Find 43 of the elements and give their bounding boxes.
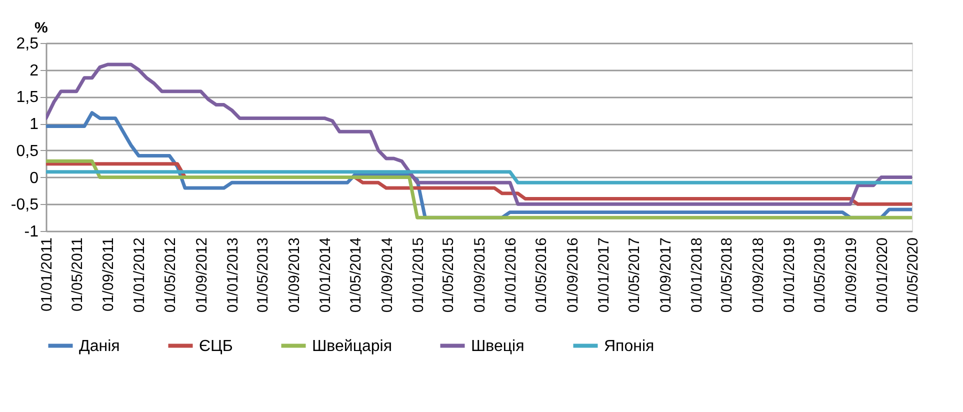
x-tick-label: 01/01/2015 [410,238,427,313]
x-tick-label: 01/01/2020 [874,238,891,313]
x-tick-label: 01/05/2015 [440,238,458,313]
x-tick-label: 01/01/2013 [224,238,242,313]
x-tick-label: 01/05/2017 [626,238,643,313]
legend-label: Швеція [471,338,524,355]
y-tick-label: -0,5 [10,196,39,214]
legend-label: Данія [79,338,120,355]
x-tick-label: 01/09/2012 [193,238,210,313]
x-tick-label: 01/09/2019 [842,238,860,313]
x-tick-label: 01/01/2011 [38,238,56,312]
y-tick-label: 2,5 [16,36,39,52]
x-tick-label: 01/05/2014 [347,238,364,313]
y-tick-label: -1 [24,224,39,240]
x-tick-label: 01/09/2016 [564,238,582,313]
x-tick-label: 01/05/2016 [533,238,550,313]
x-tick-label: 01/09/2014 [378,238,396,313]
x-tick-label: 01/01/2014 [317,238,334,313]
x-tick-label: 01/05/2013 [254,238,272,313]
x-tick-label: 01/01/2018 [688,238,706,313]
x-tick-label: 01/09/2011 [100,238,118,312]
y-tick-label: 1,5 [16,89,39,106]
x-tick-label: 01/05/2018 [718,238,736,313]
x-tick-label: 01/01/2019 [781,238,798,313]
x-tick-label: 01/01/2016 [502,238,520,313]
y-axis-title: % [34,20,48,36]
x-tick-label: 01/01/2012 [131,238,148,313]
legend-label: Швейцарія [312,338,392,355]
y-tick-label: 0 [30,170,39,187]
x-tick-label: 01/01/2017 [596,238,613,313]
y-tick-label: 1 [30,116,39,134]
x-tick-label: 01/05/2011 [68,238,86,312]
x-tick-label: 01/09/2018 [750,238,767,313]
x-tick-label: 01/09/2017 [657,238,674,313]
x-tick-label: 01/05/2019 [811,238,828,313]
legend-label: Японія [604,338,654,355]
y-tick-label: 0,5 [16,142,39,160]
x-tick-label: 01/09/2013 [286,238,303,313]
x-tick-label: 01/05/2012 [162,238,179,313]
x-tick-label: 01/09/2015 [472,238,488,313]
x-tick-label: 01/05/2020 [904,238,922,313]
y-tick-label: 2 [30,62,39,80]
legend-label: ЄЦБ [199,338,233,355]
